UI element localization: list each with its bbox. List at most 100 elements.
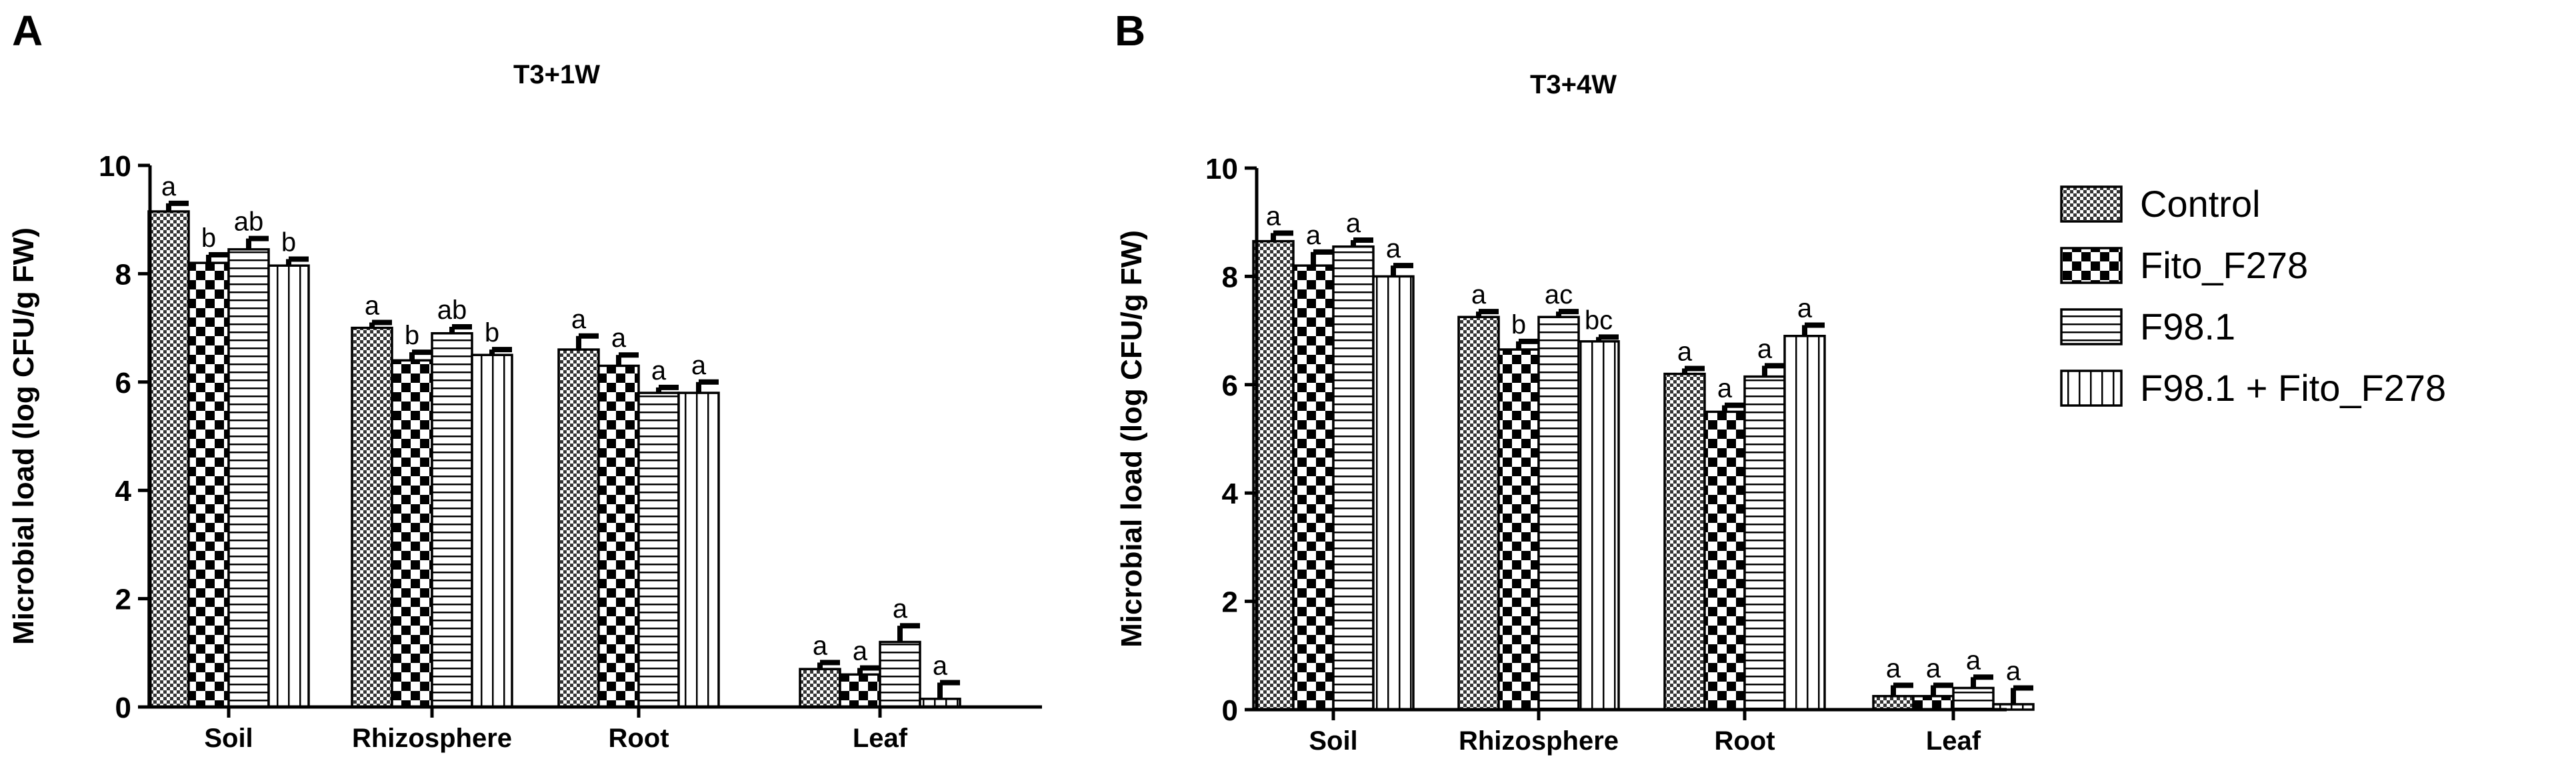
significance-label: a (1266, 201, 1281, 231)
legend-swatch-f98-1-fito-f278 (2060, 369, 2123, 407)
category-label: Rhizosphere (352, 724, 512, 753)
significance-label: a (813, 631, 828, 660)
bar-leaf-f98-1 (1952, 686, 1995, 711)
y-tick-label: 8 (115, 258, 131, 291)
panel-letter: B (1115, 7, 1145, 55)
y-tick-label: 2 (115, 584, 131, 616)
significance-label: b (201, 223, 216, 253)
bar-leaf-f98-1 (879, 640, 921, 708)
y-axis-label: Microbial load (log CFU/g FW) (7, 227, 40, 645)
significance-label: bc (1585, 305, 1613, 335)
bar-rhizosphere-control (1457, 315, 1500, 711)
legend-swatch-control (2060, 185, 2123, 223)
category-label: Leaf (853, 724, 908, 753)
y-tick-label: 8 (1222, 261, 1238, 293)
y-tick-label: 10 (1205, 153, 1238, 185)
significance-label: ac (1545, 280, 1573, 309)
significance-label: a (933, 651, 948, 680)
significance-label: a (1306, 221, 1321, 250)
bar-leaf-fito-f278 (839, 673, 881, 708)
bar-leaf-fito-f278 (1912, 694, 1955, 711)
bar-soil-control (147, 210, 190, 708)
category-label: Rhizosphere (1459, 726, 1619, 756)
bar-root-f98-1-fito-f278 (1783, 334, 1826, 711)
significance-label: b (1511, 310, 1526, 339)
legend-label-control: Control (2140, 183, 2261, 225)
y-tick-label: 0 (115, 692, 131, 724)
significance-label: a (1717, 374, 1733, 404)
significance-label: a (161, 172, 177, 201)
significance-label: a (853, 637, 868, 666)
bar-soil-fito-f278 (187, 261, 230, 708)
significance-label: a (1346, 209, 1361, 238)
legend-swatch-f98-1 (2060, 308, 2123, 345)
significance-label: b (281, 227, 296, 257)
panel-letter: A (12, 7, 43, 55)
y-tick-label: 0 (1222, 694, 1238, 727)
bar-leaf-control (1872, 694, 1915, 711)
significance-label: a (1677, 337, 1693, 366)
bar-root-control (1663, 372, 1706, 711)
category-label: Root (608, 724, 669, 753)
y-tick-label: 4 (115, 475, 132, 508)
bar-soil-f98-1-fito-f278 (267, 264, 310, 708)
chart-title: T3+1W (513, 60, 600, 89)
significance-label: b (405, 321, 419, 350)
bar-soil-f98-1 (227, 248, 270, 708)
y-tick-label: 2 (1222, 586, 1238, 619)
bar-rhizosphere-fito-f278 (1497, 348, 1540, 711)
significance-label: ab (437, 295, 467, 325)
bar-soil-f98-1 (1332, 245, 1375, 711)
significance-label: b (485, 318, 499, 347)
legend-label-fito-f278: Fito_F278 (2140, 244, 2308, 286)
significance-label: a (571, 305, 587, 334)
bar-rhizosphere-f98-1 (431, 331, 473, 708)
bar-root-f98-1-fito-f278 (677, 392, 720, 708)
bar-leaf-control (799, 668, 841, 708)
bar-soil-f98-1-fito-f278 (1372, 275, 1415, 711)
significance-label: a (1471, 280, 1487, 309)
legend-label-f98-1-fito-f278: F98.1 + Fito_F278 (2140, 367, 2446, 409)
chart-title: T3+4W (1530, 70, 1617, 99)
bar-root-control (557, 348, 600, 708)
bar-rhizosphere-control (351, 326, 393, 708)
bar-root-fito-f278 (1703, 410, 1746, 711)
significance-label: a (1886, 654, 1901, 683)
y-axis-label: Microbial load (log CFU/g FW) (1115, 230, 1148, 648)
bar-rhizosphere-f98-1-fito-f278 (471, 353, 513, 708)
significance-label: a (1386, 234, 1401, 263)
bar-rhizosphere-fito-f278 (391, 359, 433, 708)
category-label: Root (1714, 726, 1775, 756)
category-label: Soil (1309, 726, 1357, 756)
bar-rhizosphere-f98-1 (1537, 315, 1580, 711)
significance-label: a (893, 594, 908, 624)
bar-root-fito-f278 (597, 364, 640, 708)
category-label: Leaf (1926, 726, 1981, 756)
y-tick-label: 10 (99, 150, 131, 183)
significance-label: a (2006, 657, 2021, 686)
y-tick-label: 6 (1222, 369, 1238, 402)
legend: Control Fito_F278 F98.1 F98.1 + Fito_F278 (2060, 183, 2446, 409)
significance-label: a (365, 291, 380, 320)
significance-label: a (651, 356, 667, 385)
bar-root-f98-1 (637, 392, 680, 708)
significance-label: a (1797, 293, 1813, 323)
y-tick-label: 4 (1222, 478, 1239, 510)
significance-label: a (1966, 646, 1981, 675)
bar-soil-control (1252, 239, 1295, 711)
bar-root-f98-1 (1743, 375, 1786, 711)
bar-rhizosphere-f98-1-fito-f278 (1577, 340, 1620, 711)
significance-label: a (1926, 654, 1941, 683)
legend-label-f98-1: F98.1 (2140, 305, 2235, 347)
significance-label: ab (234, 207, 264, 237)
significance-label: a (1757, 334, 1773, 363)
significance-label: a (691, 351, 707, 380)
y-tick-label: 6 (115, 367, 131, 400)
category-label: Soil (204, 724, 253, 753)
bar-soil-fito-f278 (1292, 264, 1335, 711)
significance-label: a (611, 323, 627, 353)
legend-swatch-fito-f278 (2060, 247, 2123, 284)
